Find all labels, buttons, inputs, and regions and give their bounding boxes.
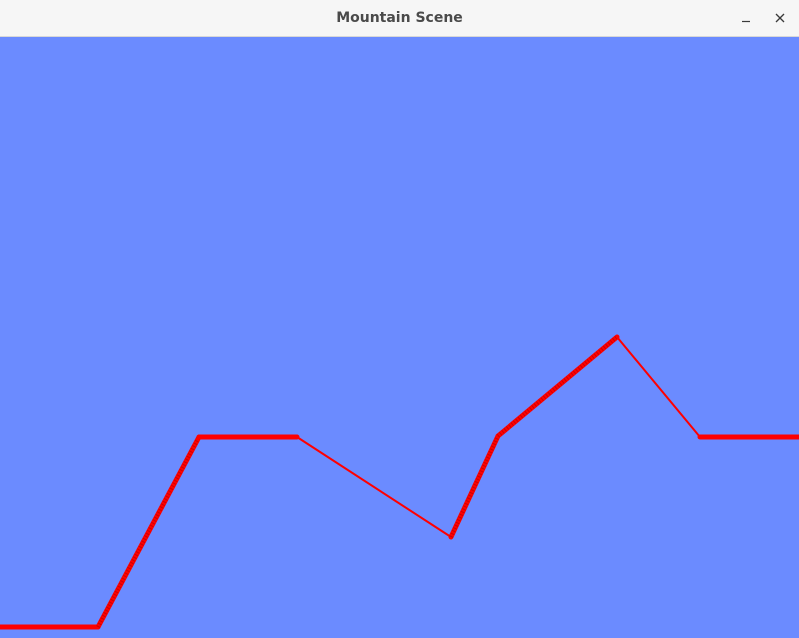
window-title: Mountain Scene [336, 10, 463, 26]
mountain-drawing [0, 334, 799, 630]
title-bar[interactable]: Mountain Scene [0, 0, 799, 37]
ridge-segment [448, 433, 501, 540]
ridge-segment [616, 336, 701, 438]
mountain-ridge [0, 334, 799, 630]
minimize-button[interactable] [734, 6, 758, 30]
minimize-icon [742, 20, 750, 23]
ridge-segment-shading [449, 435, 500, 538]
ridge-segment [95, 434, 202, 630]
ridge-segment [296, 436, 452, 538]
drawing-canvas [0, 37, 799, 638]
ridge-segment [495, 334, 620, 439]
close-button[interactable] [768, 6, 792, 30]
close-icon [775, 13, 785, 23]
